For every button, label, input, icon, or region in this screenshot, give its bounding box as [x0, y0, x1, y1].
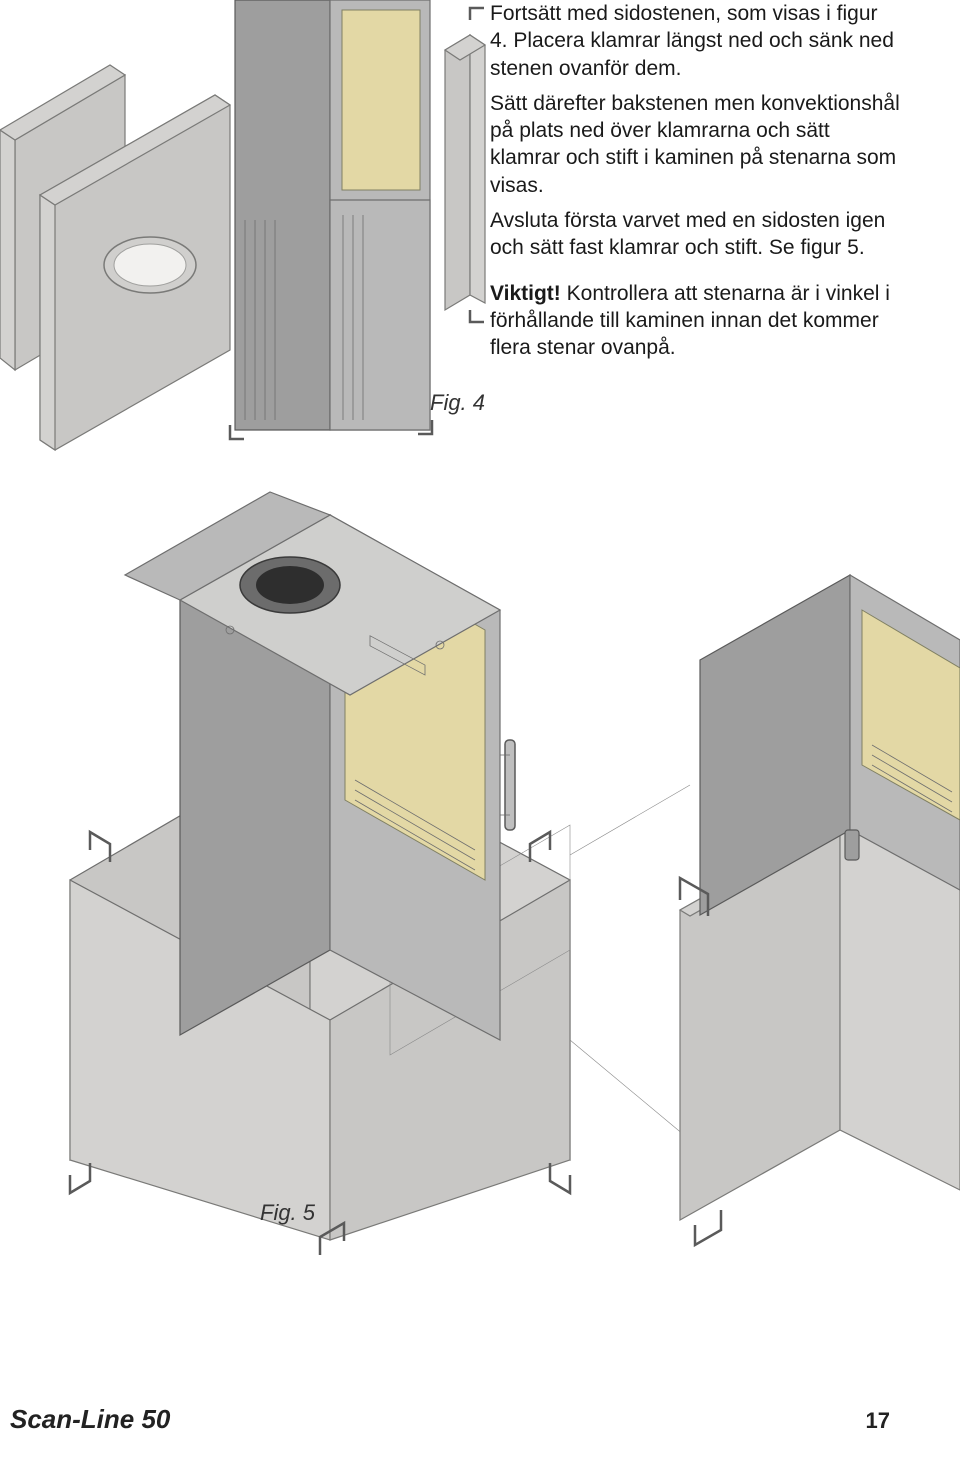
footer-product-title: Scan-Line 50: [0, 1404, 170, 1435]
figure-5-container: Fig. 5: [0, 480, 960, 1260]
instruction-text: Fortsätt med sidostenen, som visas i fig…: [490, 0, 900, 480]
figure-4-illustration: [0, 0, 490, 480]
page: Fig. 4 Fortsätt med sidostenen, som visa…: [0, 0, 960, 1465]
figure-5-illustration: [0, 480, 960, 1260]
important-note: Viktigt! Kontrollera att stenarna är i v…: [490, 280, 900, 362]
paragraph-3: Avsluta första varvet med en sidosten ig…: [490, 207, 900, 262]
figure-4-caption: Fig. 4: [430, 390, 485, 416]
paragraph-1: Fortsätt med sidostenen, som visas i fig…: [490, 0, 900, 82]
footer-page-number: 17: [866, 1408, 890, 1434]
paragraph-2: Sätt därefter bakstenen men konvektionsh…: [490, 90, 900, 199]
figure-4-container: Fig. 4: [0, 0, 490, 480]
page-footer: Scan-Line 50 17: [0, 1404, 960, 1435]
top-row: Fig. 4 Fortsätt med sidostenen, som visa…: [0, 0, 960, 480]
figure-5-caption: Fig. 5: [260, 1200, 315, 1226]
important-label: Viktigt!: [490, 282, 561, 305]
